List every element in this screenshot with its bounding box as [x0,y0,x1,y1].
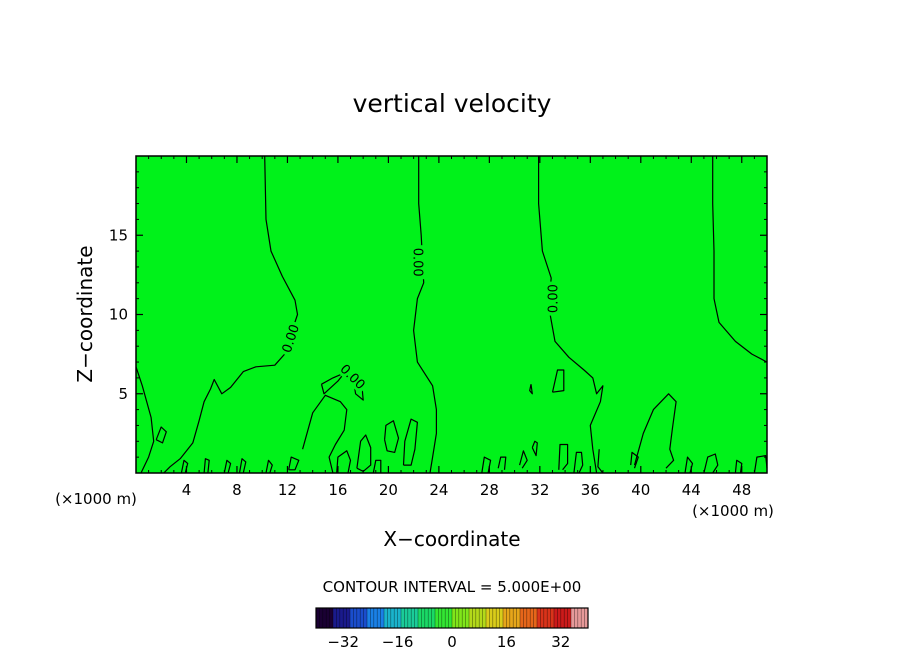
contour-line [734,459,743,474]
contour-line [558,443,569,471]
contour-label-item: 0.00 [544,281,562,316]
colorbar-tick-label: 0 [447,633,457,651]
colorbar-tick-label: −32 [327,633,359,651]
contour-line [223,459,232,474]
contour-line [703,453,719,474]
colorbar-segment [384,608,402,628]
colorbar-segment [367,608,385,628]
contour-label: 0.00 [547,284,562,313]
colorbar-segment [520,608,538,628]
colorbar-tick-label: 16 [497,633,516,651]
x-tick-label: 40 [631,481,650,499]
colorbar-tick-label: 32 [551,633,570,651]
contour-line [712,156,768,363]
x-tick-label: 8 [232,481,242,499]
contour-label-bg [335,358,371,394]
colorbar-segment [537,608,555,628]
contour-label-bg [544,281,561,316]
x-tick-label: 16 [328,481,347,499]
contour-line [573,451,584,474]
colorbar-segment [333,608,351,628]
plot-area [136,156,767,473]
colorbar: −32 −16 0 16 32 [315,607,589,651]
contour-label: 0.00 [410,248,425,277]
y-tick-label: 10 [109,306,128,324]
colorbar-tick-label: −16 [382,633,414,651]
contour-line [155,426,167,444]
x-tick-label: 48 [732,481,751,499]
x-tick-label: 4 [182,481,192,499]
contour-line [531,440,538,457]
contour-line [238,458,247,474]
colorbar-segment [452,608,470,628]
contour-label-bg [277,319,303,357]
contour-line [336,450,352,474]
colorbar-segment [503,608,521,628]
colorbar-segment [469,608,487,628]
contour-line [265,459,273,474]
contour-line [135,366,155,474]
contour-line [203,458,210,474]
contour-line [413,156,437,474]
colorbar-segment [486,608,504,628]
contour-line [288,456,300,471]
contour-line [302,394,348,474]
x-tick-label: 24 [429,481,448,499]
y-tick-label: 5 [118,385,128,403]
contour-line [597,449,604,474]
x-tick-label: 32 [530,481,549,499]
contour-label-bg [410,245,427,280]
x-tick-label: 20 [379,481,398,499]
contour-line [402,418,418,466]
contour-line [497,456,507,470]
contour-label-item: 0.00 [410,245,427,280]
x-unit-left: (×1000 m) [55,490,137,508]
contour-line [551,369,565,393]
colorbar-segment [435,608,453,628]
colorbar-segment [316,608,334,628]
x-tick-label: 28 [480,481,499,499]
contour-line [163,155,299,474]
contour-line [529,384,533,395]
contour-line [538,156,604,474]
x-tick-label: 36 [581,481,600,499]
x-axis-label: X−coordinate [383,527,520,551]
x-unit-right: (×1000 m) [692,502,774,520]
colorbar-frame [315,607,589,629]
chart-title: vertical velocity [353,89,552,118]
y-axis-label: Z−coordinate [73,245,97,382]
x-tick-label: 12 [278,481,297,499]
contour-line [519,450,528,469]
contour-line [630,451,639,469]
contour-line [384,420,400,453]
contour-line [320,372,345,395]
colorbar-segment [418,608,436,628]
colorbar-segment [401,608,419,628]
contour-line [372,459,382,474]
x-tick-label: 44 [682,481,701,499]
colorbar-segment [571,608,589,628]
colorbar-segment [350,608,368,628]
colorbar-segment [554,608,572,628]
y-tick-label: 15 [109,226,128,244]
contour-interval: CONTOUR INTERVAL = 5.000E+00 [323,578,582,596]
contour-line [633,393,677,469]
